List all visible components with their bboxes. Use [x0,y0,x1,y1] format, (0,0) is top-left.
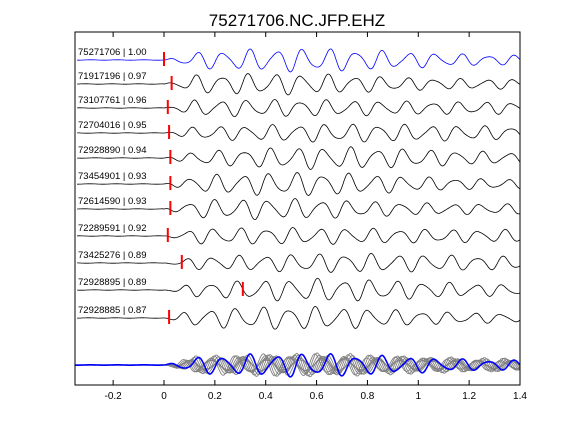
trace-label: 72928895 | 0.89 [78,277,147,288]
x-axis: -0.2 0 0.2 0.4 0.6 0.8 1 1.2 1.4 [105,32,527,402]
trace-row: 72289591 | 0.92 [77,223,521,245]
trace-label: 73454901 | 0.93 [78,171,147,182]
stack-reference-trace [75,353,521,378]
trace-line [77,146,521,170]
stacked-traces [74,352,521,378]
trace-label: 72928885 | 0.87 [78,305,147,316]
trace-line [77,99,521,118]
trace-label: 72614590 | 0.93 [78,196,147,207]
x-tick-label: 0.4 [259,391,273,402]
trace-label: 72928890 | 0.94 [78,145,147,156]
trace-line [77,172,521,196]
trace-row: 72928890 | 0.94 [77,145,521,170]
trace-line [77,123,521,143]
trace-row: 71917196 | 0.97 [77,71,521,96]
trace-row: 72704016 | 0.95 [77,120,521,143]
trace-line [77,277,521,302]
trace-line [77,73,521,96]
trace-row: 73107761 | 0.96 [77,95,521,118]
trace-label: 73107761 | 0.96 [78,95,147,106]
trace-row: 75271706 | 1.00 [77,47,521,73]
x-tick-label: 1 [416,391,422,402]
trace-row: 73425276 | 0.89 [77,250,521,273]
x-tick-label: 0 [161,391,167,402]
trace-row: 73454901 | 0.93 [77,171,521,196]
trace-label: 72289591 | 0.92 [78,223,147,234]
x-tick-label: 0.8 [360,391,374,402]
reference-trace [77,48,521,73]
trace-line [77,198,521,221]
trace-row: 72928885 | 0.87 [77,305,521,330]
chart-title: 75271706.NC.JFP.EHZ [209,11,385,30]
axes-box [74,31,521,386]
trace-label: 75271706 | 1.00 [78,47,147,58]
trace-label: 72704016 | 0.95 [78,120,147,131]
trace-line [77,227,521,245]
trace-row: 72614590 | 0.93 [77,196,521,221]
plot-area: 75271706 | 1.00 71917196 | 0.97 73107761 |… [74,47,521,378]
x-tick-label: -0.2 [105,391,123,402]
trace-label: 73425276 | 0.89 [78,250,147,261]
trace-row: 72928895 | 0.89 [77,277,521,302]
x-tick-label: 1.2 [462,391,476,402]
x-tick-label: 0.6 [310,391,324,402]
x-tick-label: 0.2 [208,391,222,402]
trace-label: 71917196 | 0.97 [78,71,147,82]
trace-line [77,253,521,273]
x-tick-label: 1.4 [513,391,527,402]
trace-line [77,305,521,330]
